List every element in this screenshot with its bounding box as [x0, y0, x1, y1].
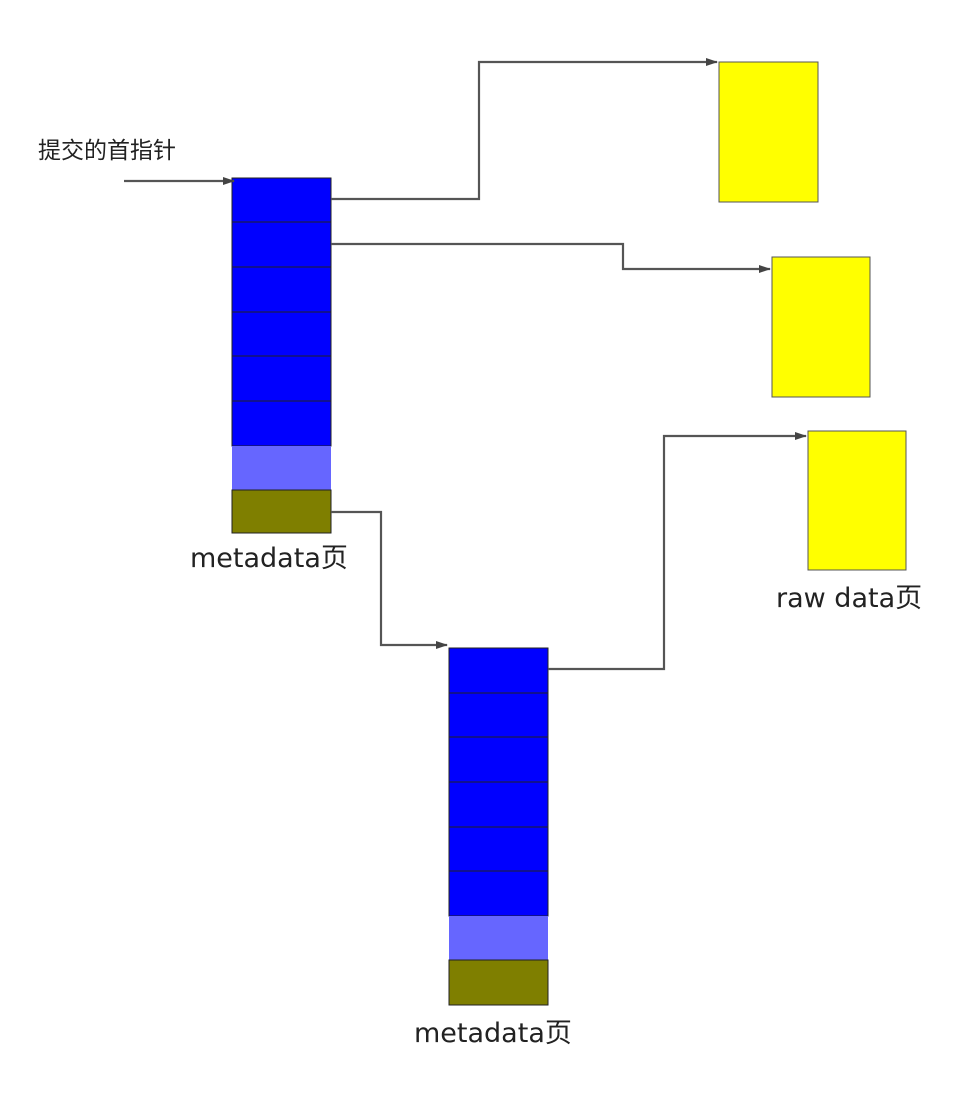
raw-data-page-label: raw data页	[776, 583, 923, 614]
metadata-page-top	[231, 177, 332, 534]
raw-data-page-2	[771, 256, 871, 398]
metadata-slot-pointer	[448, 870, 549, 917]
metadata-slot-free	[232, 446, 331, 490]
metadata-slot-pointer	[448, 692, 549, 738]
metadata-slot-pointer	[231, 177, 332, 223]
metadata-slot-pointer	[231, 311, 332, 357]
metadata-slot-pointer	[231, 400, 332, 447]
metadata-slot-next	[448, 959, 549, 1006]
metadata-slot-pointer	[231, 221, 332, 268]
metadata-page-top-label: metadata页	[190, 543, 348, 574]
pointer-arrow-raw-2	[331, 242, 771, 273]
metadata-slot-next	[231, 489, 332, 534]
pointer-arrow-raw-3	[548, 432, 807, 671]
next-page-arrow	[331, 510, 448, 649]
metadata-slot-pointer	[231, 355, 332, 402]
raw-data-page-3	[807, 430, 907, 571]
metadata-page-bottom	[448, 647, 549, 1006]
metadata-page-bottom-label: metadata页	[414, 1018, 572, 1049]
metadata-slot-free	[449, 916, 548, 960]
raw-data-page-1	[718, 61, 819, 203]
metadata-slot-pointer	[448, 781, 549, 828]
metadata-slot-pointer	[448, 736, 549, 783]
metadata-slot-pointer	[231, 266, 332, 313]
commit-head-pointer-label: 提交的首指针	[38, 138, 176, 164]
pointer-arrow-raw-1	[331, 58, 718, 201]
metadata-slot-pointer	[448, 826, 549, 872]
metadata-slot-pointer	[448, 647, 549, 694]
